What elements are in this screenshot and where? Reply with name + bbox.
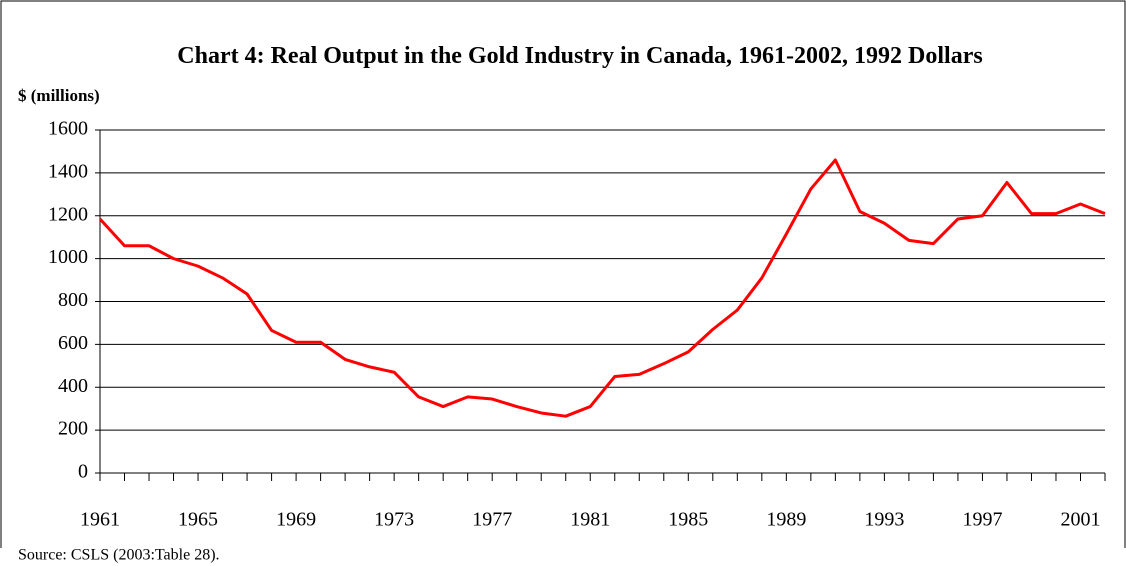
y-tick-label: 1200 bbox=[48, 203, 88, 225]
x-tick-label: 1969 bbox=[276, 509, 316, 531]
y-tick-label: 1400 bbox=[48, 160, 88, 182]
source: Source: CSLS (2003:Table 28). bbox=[18, 547, 220, 564]
y-tick-label: 800 bbox=[58, 289, 88, 311]
y-tick-label: 200 bbox=[58, 418, 88, 440]
x-tick-label: 1993 bbox=[864, 509, 904, 531]
x-tick-label: 1981 bbox=[570, 509, 610, 531]
chart-title: Chart 4: Real Output in the Gold Industr… bbox=[177, 43, 983, 69]
x-tick-label: 1989 bbox=[766, 509, 806, 531]
x-tick-label: 1997 bbox=[962, 509, 1002, 531]
x-tick-label: 1973 bbox=[374, 509, 414, 531]
x-tick-label: 1965 bbox=[178, 509, 218, 531]
y-tick-label: 1600 bbox=[48, 118, 88, 140]
y-tick-label: 600 bbox=[58, 332, 88, 354]
line bbox=[98, 158, 1106, 418]
frame bbox=[0, 0, 1126, 548]
y-tick-label: 400 bbox=[58, 375, 88, 397]
x-tick-label: 1985 bbox=[668, 509, 708, 531]
x-tick-label: 1977 bbox=[472, 509, 512, 531]
y-tick-label: 0 bbox=[78, 461, 88, 483]
x-tick-label: 1961 bbox=[80, 509, 120, 531]
x-tick-label: 2001 bbox=[1060, 509, 1100, 531]
y-axis-label: $ (millions) bbox=[18, 86, 100, 105]
y-tick-label: 1000 bbox=[48, 246, 88, 268]
